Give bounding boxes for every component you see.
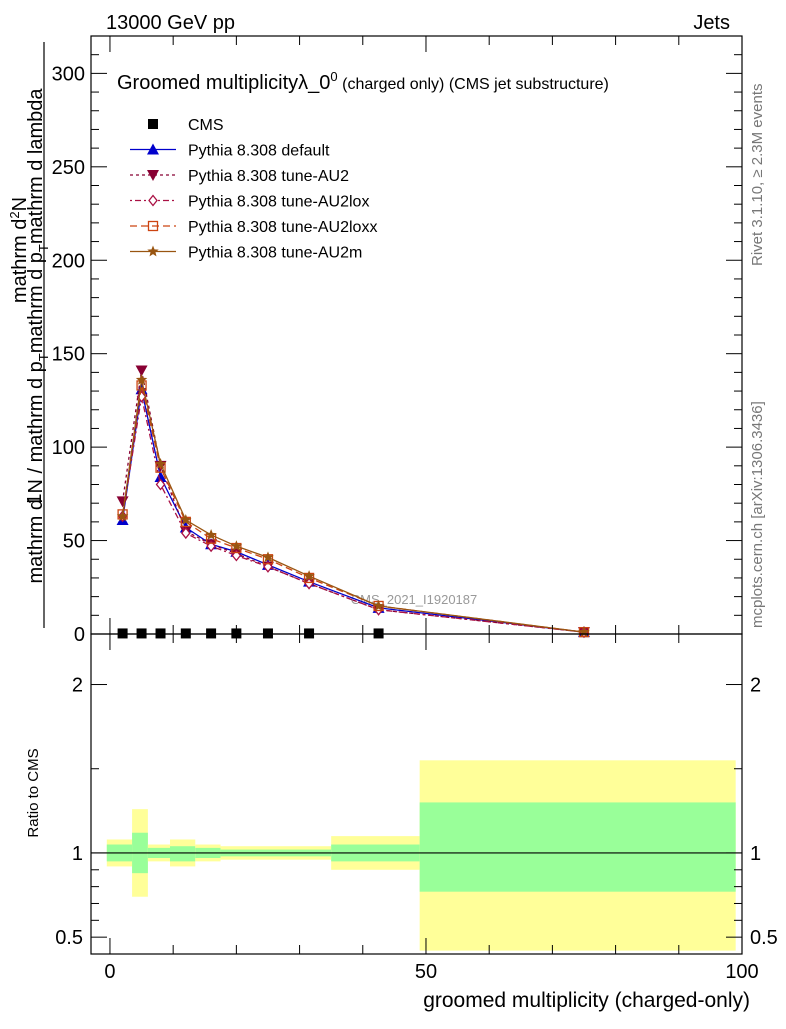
legend-label: Pythia 8.308 tune-AU2lox xyxy=(188,194,369,211)
series-point xyxy=(372,600,385,611)
series-point xyxy=(578,626,590,637)
legend-marker xyxy=(147,220,159,232)
main-ytick-label: 0 xyxy=(74,624,85,646)
ratio-ytick-label: 2 xyxy=(72,675,83,697)
legend-entry: Pythia 8.308 tune-AU2m xyxy=(130,245,362,262)
ylabel-num: mathrm d2N xyxy=(7,197,31,303)
legend-marker xyxy=(147,143,159,155)
legend-label: Pythia 8.308 default xyxy=(188,143,330,160)
series-point xyxy=(303,570,315,581)
series-point xyxy=(154,457,167,469)
ratio-ytick-label-right: 2 xyxy=(750,675,761,697)
series-5 xyxy=(116,373,590,637)
legend-marker xyxy=(147,245,159,257)
series-line xyxy=(121,389,585,633)
x-axis-label: groomed multiplicity (charged-only) xyxy=(423,989,750,1012)
ratio-xtick-label: 0 xyxy=(104,961,115,983)
ratio-frame xyxy=(90,633,743,955)
legend-marker xyxy=(148,194,158,207)
plot-title: Groomed multiplicityλ_00 (charged only) … xyxy=(117,69,609,94)
ratio-ytick-label-right: 0.5 xyxy=(750,927,778,949)
ylabel-den: mathrm d N / mathrm d pTmathrm d pTmathr… xyxy=(25,88,51,584)
main-ytick-label: 50 xyxy=(63,531,85,553)
legend-marker xyxy=(148,119,158,129)
header-left: 13000 GeV pp xyxy=(106,12,235,34)
series-point xyxy=(262,551,274,563)
main-ytick-label: 250 xyxy=(52,157,85,179)
legend-entry: Pythia 8.308 default xyxy=(130,143,330,160)
series-point xyxy=(155,478,166,491)
title-paren1: (charged only) xyxy=(342,76,444,93)
main-panel: CMS_2021_I1920187 0 50 100 150 200 250 300 Gro… xyxy=(7,35,743,646)
ratio-band-inner xyxy=(170,846,196,862)
title-paren2: (CMS jet substructure) xyxy=(449,76,609,93)
series-point xyxy=(154,471,167,483)
legend-entry: Pythia 8.308 tune-AU2lox xyxy=(130,194,369,211)
header-right: Jets xyxy=(693,12,730,34)
mcplots-label: mcplots.cern.ch [arXiv:1306.3436] xyxy=(749,401,766,628)
legend-entry: CMS xyxy=(148,117,224,134)
ratio-bands xyxy=(106,760,736,951)
ratio-panel: 0.5 0.5 1 1 2 2 0 50 100 Ratio to CMS groomed mu… xyxy=(25,633,778,1012)
ratio-band-inner xyxy=(419,802,736,892)
main-ytick-label: 150 xyxy=(52,344,85,366)
ratio-xtick-label: 100 xyxy=(725,961,758,983)
series-point xyxy=(180,514,192,525)
legend-label: Pythia 8.308 tune-AU2loxx xyxy=(188,219,377,236)
main-ytick-label: 200 xyxy=(52,250,85,272)
series-line xyxy=(121,379,585,633)
ratio-ytick-label: 1 xyxy=(72,843,83,865)
ratio-axes: 0.5 0.5 1 1 2 2 0 50 100 xyxy=(55,633,778,983)
main-ytick-label: 300 xyxy=(52,63,85,85)
legend-label: Pythia 8.308 tune-AU2 xyxy=(188,168,349,185)
title-main: Groomed multiplicityλ_0 xyxy=(117,72,330,94)
legend-entry: Pythia 8.308 tune-AU2 xyxy=(130,168,349,185)
watermark: CMS_2021_I1920187 xyxy=(351,592,478,607)
series-point xyxy=(180,527,191,540)
ratio-ytick-label-right: 1 xyxy=(750,843,761,865)
series-point xyxy=(135,365,148,377)
legend: CMS Pythia 8.308 default Pythia 8.308 tune… xyxy=(130,117,377,262)
legend-marker xyxy=(147,170,159,181)
main-ytick-label: 100 xyxy=(52,437,85,459)
series-point xyxy=(116,510,129,522)
series-point xyxy=(135,373,148,385)
main-series-group xyxy=(116,365,590,639)
series-line xyxy=(121,370,585,633)
series-point xyxy=(205,529,217,540)
main-ylabel: 1 mathrm d2N mathrm d N / mathrm d pTmat… xyxy=(7,42,51,628)
title-sup: 0 xyxy=(330,69,337,84)
legend-entry: Pythia 8.308 tune-AU2loxx xyxy=(130,219,377,236)
series-point xyxy=(230,540,243,551)
ratio-xtick-label: 50 xyxy=(415,961,437,983)
series-point xyxy=(116,496,129,508)
rivet-label: Rivet 3.1.10, ≥ 2.3M events xyxy=(749,84,766,267)
legend-label: CMS xyxy=(188,117,224,134)
legend-label: Pythia 8.308 tune-AU2m xyxy=(188,245,362,262)
ratio-ytick-label: 0.5 xyxy=(55,927,83,949)
ylabel-one: 1 xyxy=(24,493,46,504)
ratio-ylabel: Ratio to CMS xyxy=(25,748,42,837)
